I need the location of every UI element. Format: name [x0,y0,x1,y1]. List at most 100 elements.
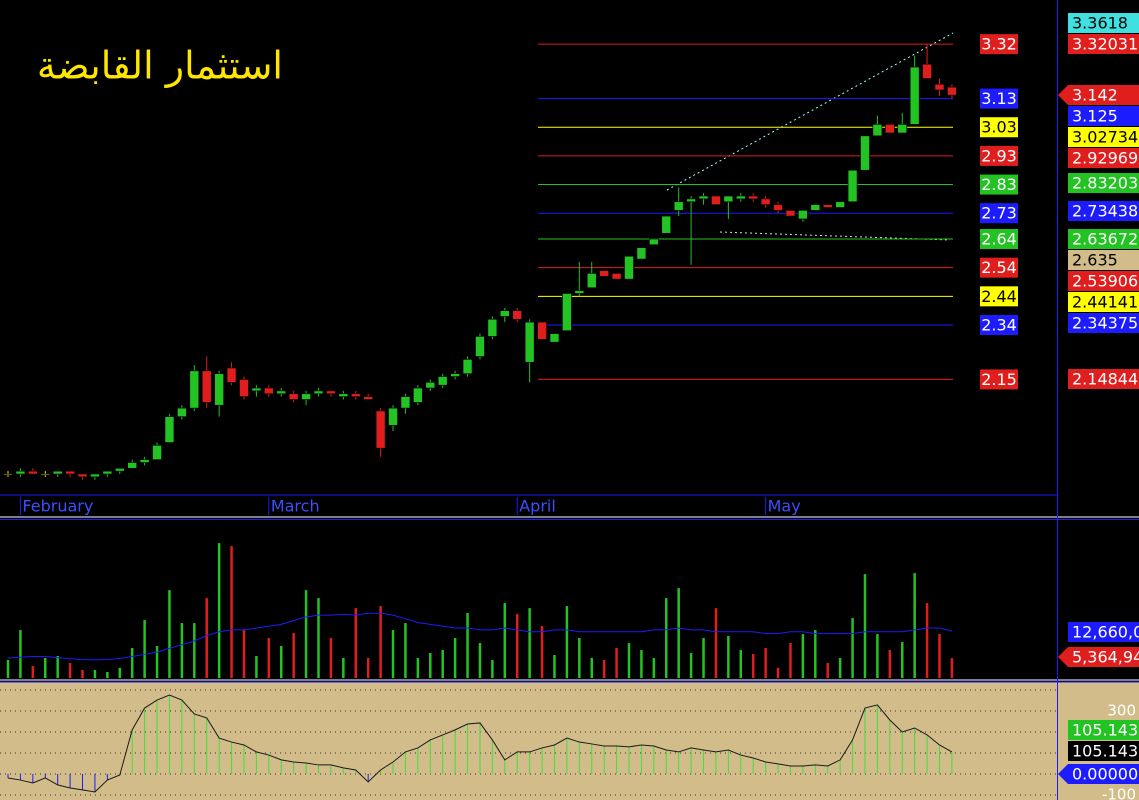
candle-body [499,310,510,317]
candle-body [425,382,436,389]
marker-label: 2.63672 [1072,230,1138,249]
marker-label: 2.14844 [1072,370,1138,389]
marker-label: 12,660,0 [1072,623,1139,642]
candle-body [562,293,572,332]
candle-body [301,393,311,400]
candle-body [673,201,684,211]
level-box [980,257,1018,278]
trend-line [666,32,954,191]
marker-label: 2.34375 [1072,314,1138,333]
candle-body [636,247,647,260]
candle-body [524,321,535,363]
candle-body [735,195,746,200]
candle-body [338,393,349,397]
candle-body [276,390,287,395]
marker-box [1068,720,1139,740]
marker-label: 3.142 [1072,86,1118,105]
marker-box [1068,250,1139,270]
volume-average [7,612,953,661]
candle-body [114,467,125,472]
x-tick-label: May [768,497,801,516]
candle-body [239,379,249,397]
y-tick-label: -100 [1102,785,1136,800]
marker-label: 105.143 [1072,721,1138,740]
candle-body [624,255,634,280]
candle-body [611,273,622,280]
candle-body [549,333,560,343]
marker-box [1068,647,1139,667]
candle-body [773,204,783,211]
candle-body [586,273,597,289]
level-box [980,34,1018,55]
marker-box [1068,173,1139,193]
marker-box [1068,13,1139,33]
candle-body [872,124,883,137]
marker-label: 3.32031 [1072,35,1138,54]
candle-body [947,86,957,96]
candle-body [264,387,274,395]
level-box [980,314,1018,335]
candle-body [413,387,423,403]
marker-label: 2.635 [1072,251,1118,270]
candle-body [462,359,473,375]
x-tick-label: February [22,497,93,516]
candle-body [127,462,137,469]
candle-body [375,410,386,449]
level-label: 3.32 [981,35,1017,54]
marker-box [1068,106,1139,126]
candle-body [152,445,162,460]
candle-body [649,238,659,246]
x-tick-label: March [271,497,320,516]
marker-label: 3.02734 [1072,128,1138,147]
level-label: 2.34 [981,315,1017,334]
candle-body [599,270,609,277]
candle-body [512,310,523,320]
candle-body [860,135,870,171]
candle-body [847,169,858,203]
candle-body [3,473,13,476]
marker-label: 105.143 [1072,742,1138,761]
marker-box [1068,369,1139,389]
marker-label: 0.00000 [1072,765,1138,784]
candle-body [574,290,585,294]
candle-body [537,321,547,340]
candle-body [798,210,808,220]
marker-box [1068,741,1139,761]
marker-box [1068,85,1139,105]
candle-body [810,204,821,211]
marker-box [1068,292,1139,312]
marker-pointer [1058,764,1068,784]
oscillator-background [0,682,1139,800]
candle-body [313,390,324,395]
candle-body [822,204,833,208]
candle-body [686,198,696,203]
candle-body [909,66,920,125]
level-label: 3.03 [981,118,1017,137]
candle-body [388,407,398,426]
marker-label: 2.44141 [1072,293,1138,312]
candle-body [760,198,771,205]
candle-body [288,393,299,400]
candle-body [201,370,212,403]
candle-body [723,195,734,203]
candle-body [65,470,75,475]
marker-box [1068,201,1139,221]
marker-pointer [1058,647,1068,667]
marker-box [1068,148,1139,168]
marker-box [1068,313,1139,333]
marker-label: 3.3618 [1072,14,1128,33]
candle-body [885,124,895,134]
chart-title: استثمار القابضة [37,44,283,88]
marker-label: 3.125 [1072,107,1118,126]
level-box [980,229,1018,250]
candle-body [934,83,945,91]
candle-body [475,336,485,357]
candle-body [52,470,63,475]
candle-body [363,396,373,400]
oscillator-line [7,694,953,793]
marker-box [1068,622,1139,642]
candle-body [326,390,336,395]
marker-box [1068,271,1139,291]
level-box [980,88,1018,109]
